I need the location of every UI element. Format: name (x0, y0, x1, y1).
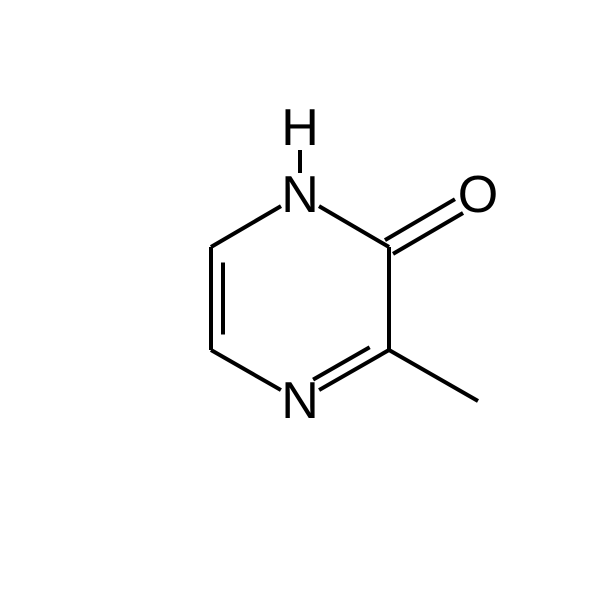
atom-label-n: N (281, 166, 319, 224)
bond-line (211, 350, 281, 390)
bond-line (385, 199, 455, 240)
bond-line (319, 206, 389, 247)
bond-line (313, 347, 370, 379)
bond-line (393, 213, 463, 254)
bond-line (389, 350, 478, 401)
atom-label-h: H (281, 99, 319, 157)
atom-label-n: N (281, 372, 319, 430)
bond-line (211, 206, 281, 247)
atom-label-o: O (458, 166, 498, 224)
molecule-diagram: N N O H (0, 0, 600, 600)
